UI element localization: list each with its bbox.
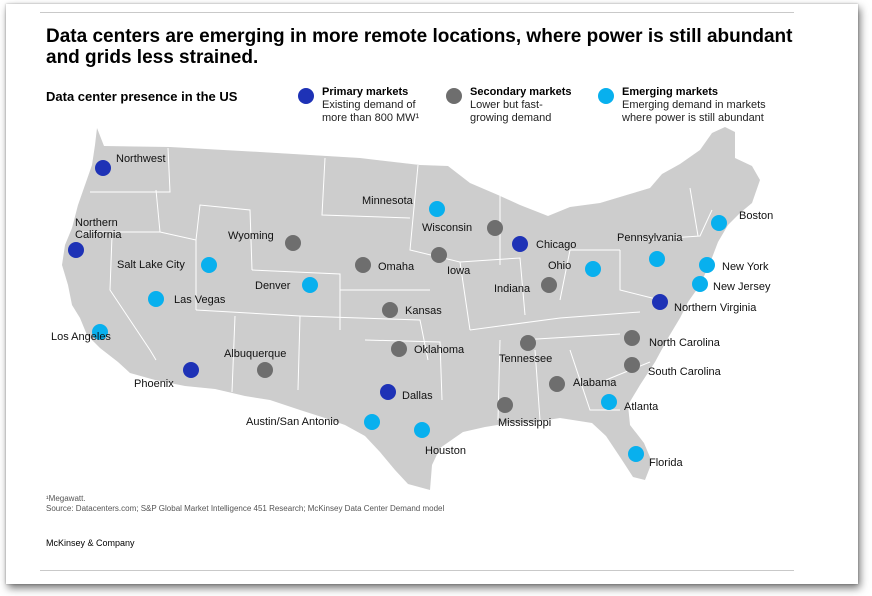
label-new-york: New York bbox=[722, 261, 769, 273]
footnote-megawatt: ¹Megawatt. bbox=[46, 494, 86, 503]
marker-north-carolina bbox=[624, 330, 640, 346]
marker-northern-california bbox=[68, 242, 84, 258]
marker-las-vegas bbox=[148, 291, 164, 307]
label-las-vegas: Las Vegas bbox=[174, 294, 226, 306]
marker-phoenix bbox=[183, 362, 199, 378]
marker-florida bbox=[628, 446, 644, 462]
label-austin-san-antonio: Austin/San Antonio bbox=[246, 416, 339, 428]
marker-indiana bbox=[541, 277, 557, 293]
top-rule bbox=[40, 12, 794, 13]
legend-emerging-line2: where power is still abundant bbox=[622, 112, 764, 124]
label-albuquerque: Albuquerque bbox=[224, 348, 287, 360]
marker-alabama bbox=[549, 376, 565, 392]
marker-atlanta bbox=[601, 394, 617, 410]
label-mississippi: Mississippi bbox=[498, 417, 552, 429]
legend-secondary-swatch bbox=[446, 88, 462, 104]
marker-salt-lake-city bbox=[201, 257, 217, 273]
marker-albuquerque bbox=[257, 362, 273, 378]
legend-primary-line1: Existing demand of bbox=[322, 99, 416, 111]
footnote: ¹Megawatt. Source: Datacenters.com; S&P … bbox=[46, 494, 444, 514]
label-dallas: Dallas bbox=[402, 390, 433, 402]
marker-mississippi bbox=[497, 397, 513, 413]
label-northwest: Northwest bbox=[116, 153, 166, 165]
brand-credit: McKinsey & Company bbox=[46, 538, 135, 548]
legend-primary-line2: more than 800 MW¹ bbox=[322, 112, 420, 124]
marker-austin-san-antonio bbox=[364, 414, 380, 430]
legend-primary-heading: Primary markets bbox=[322, 86, 409, 98]
marker-northern-virginia bbox=[652, 294, 668, 310]
marker-south-carolina bbox=[624, 357, 640, 373]
marker-minnesota bbox=[429, 201, 445, 217]
label-new-jersey: New Jersey bbox=[713, 281, 771, 293]
marker-omaha bbox=[355, 257, 371, 273]
footnote-source: Source: Datacenters.com; S&P Global Mark… bbox=[46, 504, 445, 513]
label-indiana: Indiana bbox=[494, 283, 531, 295]
marker-chicago bbox=[512, 236, 528, 252]
marker-los-angeles bbox=[92, 324, 108, 340]
label-north-carolina: North Carolina bbox=[649, 337, 720, 349]
label-wisconsin: Wisconsin bbox=[422, 222, 473, 234]
label-oklahoma: Oklahoma bbox=[414, 344, 465, 356]
legend-secondary-heading: Secondary markets bbox=[470, 86, 572, 98]
marker-tennessee bbox=[520, 335, 536, 351]
label-northern-california: Northern California bbox=[75, 217, 122, 241]
label-chicago: Chicago bbox=[536, 239, 577, 251]
chart-title: Data centers are emerging in more remote… bbox=[46, 26, 793, 68]
marker-kansas bbox=[382, 302, 398, 318]
us-landmass bbox=[62, 127, 760, 490]
label-omaha: Omaha bbox=[378, 261, 415, 273]
label-denver: Denver bbox=[255, 280, 291, 292]
label-iowa: Iowa bbox=[447, 265, 471, 277]
label-alabama: Alabama bbox=[573, 377, 617, 389]
legend-emerging-heading: Emerging markets bbox=[622, 86, 718, 98]
label-south-carolina: South Carolina bbox=[648, 366, 721, 378]
marker-new-york bbox=[699, 257, 715, 273]
marker-boston bbox=[711, 215, 727, 231]
label-los-angeles: Los Angeles bbox=[51, 331, 111, 343]
marker-oklahoma bbox=[391, 341, 407, 357]
marker-dallas bbox=[380, 384, 396, 400]
label-pennsylvania: Pennsylvania bbox=[617, 232, 683, 244]
label-phoenix: Phoenix bbox=[134, 378, 174, 390]
marker-pennsylvania bbox=[649, 251, 665, 267]
label-kansas: Kansas bbox=[405, 305, 442, 317]
state-borders bbox=[80, 147, 713, 421]
label-ohio: Ohio bbox=[548, 260, 572, 272]
bottom-rule bbox=[40, 570, 794, 571]
label-tennessee: Tennessee bbox=[499, 353, 553, 365]
marker-iowa bbox=[431, 247, 447, 263]
marker-denver bbox=[302, 277, 318, 293]
marker-new-jersey bbox=[692, 276, 708, 292]
label-minnesota: Minnesota bbox=[362, 195, 413, 207]
label-wyoming: Wyoming bbox=[228, 230, 274, 242]
label-houston: Houston bbox=[425, 445, 466, 457]
label-atlanta: Atlanta bbox=[624, 401, 659, 413]
legend-emerging-swatch bbox=[598, 88, 614, 104]
marker-ohio bbox=[585, 261, 601, 277]
label-boston: Boston bbox=[739, 210, 774, 222]
marker-houston bbox=[414, 422, 430, 438]
legend-emerging-line1: Emerging demand in markets bbox=[622, 99, 766, 111]
legend-primary-swatch bbox=[298, 88, 314, 104]
marker-wisconsin bbox=[487, 220, 503, 236]
marker-northwest bbox=[95, 160, 111, 176]
label-florida: Florida bbox=[649, 457, 683, 469]
label-northern-virginia: Northern Virginia bbox=[674, 302, 757, 314]
legend-secondary-line2: growing demand bbox=[470, 112, 552, 124]
marker-wyoming bbox=[285, 235, 301, 251]
label-salt-lake-city: Salt Lake City bbox=[117, 259, 185, 271]
map-subtitle: Data center presence in the US bbox=[46, 89, 238, 104]
legend-secondary-line1: Lower but fast- bbox=[470, 99, 543, 111]
